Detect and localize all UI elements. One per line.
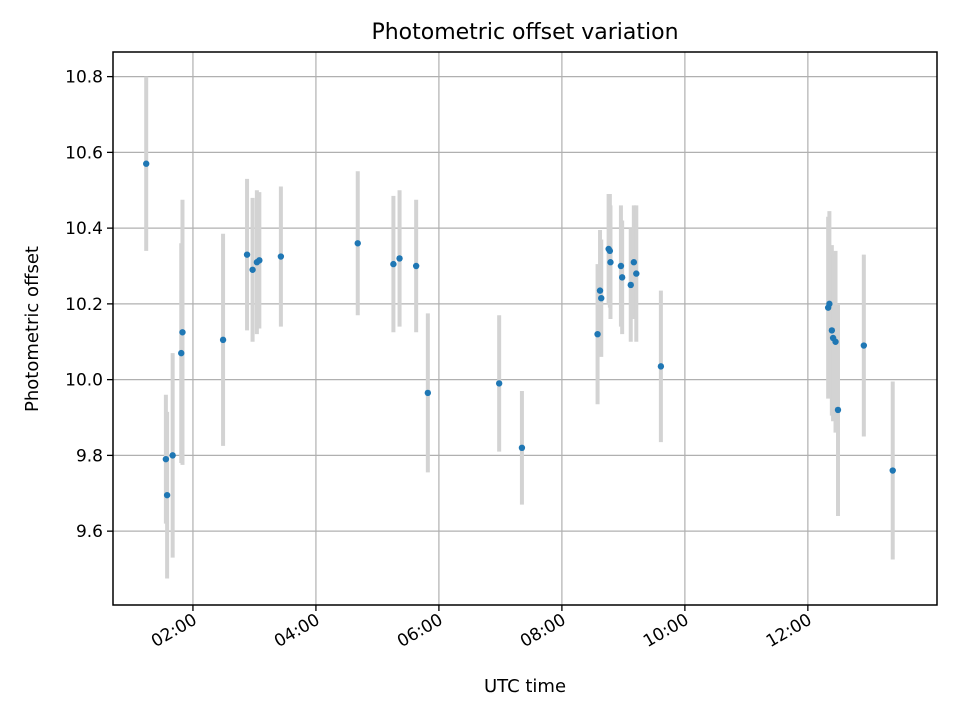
plot-frame bbox=[112, 51, 938, 606]
data-point bbox=[889, 467, 896, 474]
x-tick-label: 12:00 bbox=[763, 610, 815, 652]
x-tick-label: 08:00 bbox=[517, 610, 569, 652]
data-point bbox=[277, 253, 285, 260]
y-axis-label: Photometric offset bbox=[22, 246, 43, 412]
data-point bbox=[627, 281, 634, 289]
data-point bbox=[143, 160, 150, 167]
data-point bbox=[598, 294, 605, 302]
grid bbox=[113, 52, 937, 605]
y-axis-ticks: 9.6 9.8 10.0 10.2 10.4 10.6 10.8 bbox=[65, 68, 113, 542]
x-tick-label: 04:00 bbox=[271, 610, 323, 652]
y-tick-label: 10.4 bbox=[65, 219, 103, 239]
data-point bbox=[169, 452, 176, 459]
data-point bbox=[256, 257, 263, 264]
data-point bbox=[179, 329, 186, 336]
data-point bbox=[396, 255, 403, 262]
data-point bbox=[832, 338, 839, 345]
y-tick-label: 10.0 bbox=[65, 371, 103, 391]
data-point bbox=[834, 406, 842, 414]
y-tick-label: 10.8 bbox=[65, 68, 103, 88]
data-point bbox=[354, 240, 361, 247]
data-point bbox=[826, 300, 833, 308]
data-point bbox=[828, 327, 836, 334]
y-tick-label: 9.8 bbox=[76, 446, 103, 466]
data-point bbox=[860, 342, 868, 349]
x-tick-label: 06:00 bbox=[394, 610, 446, 652]
data-point bbox=[596, 287, 604, 294]
chart-title: Photometric offset variation bbox=[371, 20, 678, 45]
data-point bbox=[178, 349, 185, 357]
data-point bbox=[617, 262, 625, 270]
x-tick-label: 02:00 bbox=[148, 610, 200, 652]
data-point bbox=[518, 444, 526, 452]
data-point bbox=[606, 247, 614, 255]
data-point bbox=[390, 260, 397, 268]
x-tick-label: 10:00 bbox=[640, 610, 692, 652]
data-point bbox=[633, 270, 640, 277]
data-points bbox=[143, 160, 896, 499]
data-point bbox=[618, 274, 626, 281]
data-point bbox=[412, 262, 420, 270]
data-point bbox=[495, 380, 503, 387]
data-point bbox=[243, 251, 251, 258]
data-point bbox=[162, 455, 170, 463]
y-tick-label: 9.6 bbox=[76, 522, 103, 542]
data-point bbox=[630, 259, 638, 266]
data-point bbox=[163, 491, 171, 499]
data-point bbox=[424, 389, 432, 397]
data-point bbox=[607, 259, 614, 266]
y-tick-label: 10.6 bbox=[65, 143, 103, 163]
data-point bbox=[249, 266, 256, 273]
x-axis-label: UTC time bbox=[484, 676, 566, 697]
data-point bbox=[657, 363, 665, 370]
x-axis-ticks: 02:00 04:00 06:00 08:00 10:00 12:00 bbox=[148, 605, 815, 652]
y-tick-label: 10.2 bbox=[65, 295, 103, 315]
data-point bbox=[219, 336, 227, 344]
data-point bbox=[594, 330, 601, 338]
